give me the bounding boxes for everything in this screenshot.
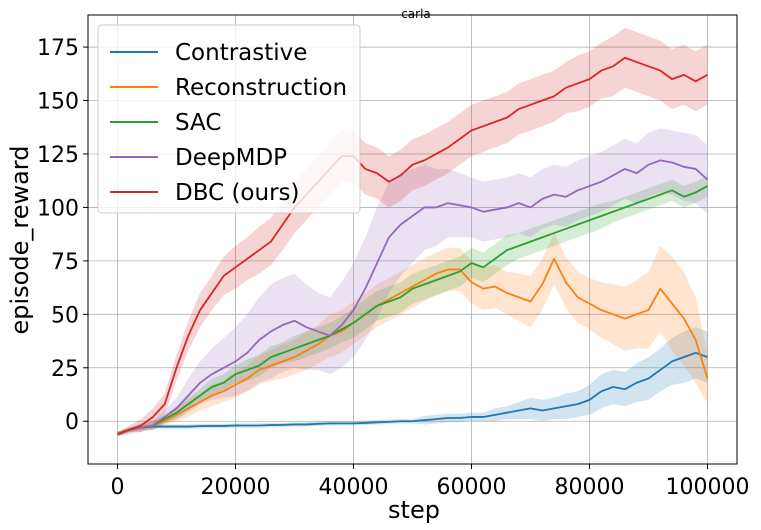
x-tick-label: 80000: [555, 475, 625, 500]
band-sac: [117, 175, 708, 437]
x-axis-label: step: [388, 496, 440, 524]
y-tick-label: 175: [37, 36, 79, 61]
series-bands: [117, 27, 708, 437]
y-tick-label: 0: [65, 410, 79, 435]
series-lines: [117, 56, 709, 435]
line-dbc-ours: [117, 56, 708, 435]
chart-title: carla: [401, 7, 431, 21]
line-sac: [117, 185, 708, 435]
plot-frame: [87, 14, 738, 465]
line-reconstruction: [117, 257, 709, 435]
legend-label-contrastive: Contrastive: [175, 40, 307, 66]
x-axis-ticks: 0 20000 40000 60000 80000 100000: [111, 464, 750, 500]
legend-label-deepmdp: DeepMDP: [175, 145, 287, 171]
y-tick-label: 75: [51, 250, 79, 275]
legend: Contrastive Reconstruction SAC DeepMDP DBC (…: [97, 24, 361, 214]
line-deepmdp: [117, 159, 709, 435]
x-tick-label: 20000: [201, 475, 271, 500]
y-tick-label: 50: [51, 303, 79, 328]
x-tick-label: 100000: [666, 475, 750, 500]
y-tick-label: 150: [37, 90, 79, 115]
legend-label-reconstruction: Reconstruction: [175, 75, 347, 101]
legend-label-sac: SAC: [175, 110, 221, 136]
x-tick-label: 60000: [437, 475, 507, 500]
x-tick-label: 40000: [319, 475, 389, 500]
legend-label-dbc-ours: DBC (ours): [175, 180, 300, 206]
x-tick-label: 0: [111, 475, 125, 500]
y-tick-label: 100: [37, 196, 79, 221]
y-tick-label: 25: [51, 357, 79, 382]
band-deepmdp: [117, 128, 708, 437]
y-tick-label: 125: [37, 143, 79, 168]
line-contrastive: [117, 351, 708, 435]
legend-box: [97, 24, 361, 214]
y-axis-label: episode_reward: [6, 146, 34, 335]
band-contrastive: [117, 327, 708, 437]
y-axis-ticks: 0 25 50 75 100 125 150 175: [37, 36, 88, 435]
band-reconstruction: [117, 233, 708, 437]
band-dbc-ours: [117, 27, 708, 437]
